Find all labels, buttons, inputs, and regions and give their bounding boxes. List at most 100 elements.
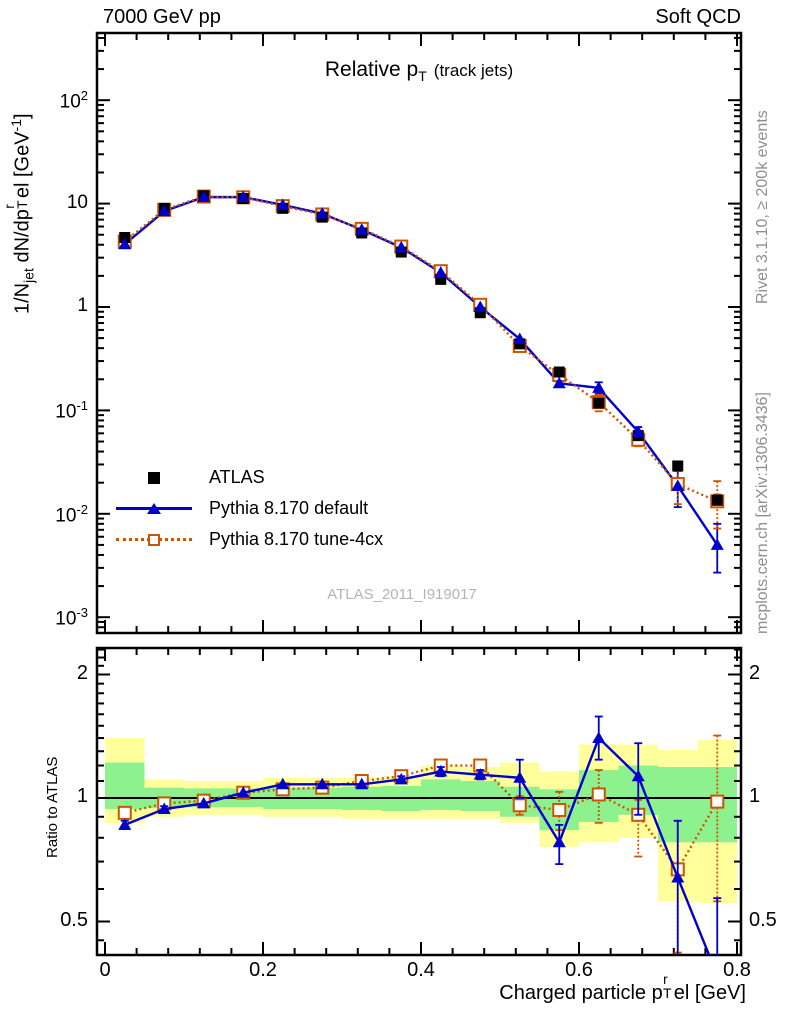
data-point-triangle [394,240,408,253]
data-point-triangle [236,786,250,798]
series-line [124,735,711,955]
ratio-y-tick-label-left: 0.5 [60,908,88,931]
legend-item-pythia-default: Pythia 8.170 default [112,493,383,524]
generator-version-note: Rivet 3.1.10, ≥ 200k events [754,110,771,304]
data-point-triangle [157,204,171,217]
data-point-triangle [473,768,487,780]
x-title-part: Charged particle p [499,982,663,1004]
y-title-sub: jet [20,268,37,283]
legend-item-pythia-tune4cx: Pythia 8.170 tune-4cx [112,524,383,555]
x-tick-label: 0.8 [723,959,751,981]
data-point-square [474,307,486,319]
main-y-tick-label: 10 [66,191,88,213]
beam-energy-label: 7000 GeV pp [103,6,221,28]
data-point-triangle [592,731,606,744]
data-point-triangle [236,190,250,203]
data-point-triangle [552,376,566,389]
plot-title-main: Relative p [324,58,419,81]
filled-triangle-marker-icon [147,502,161,514]
data-point-triangle [197,796,211,809]
x-tick-label: 0.6 [565,959,593,981]
data-point-triangle [513,332,527,345]
data-point-triangle [394,772,408,785]
data-point-open-square [512,798,527,813]
data-point-square [672,460,684,472]
main-y-tick-label: 10-3 [55,605,88,630]
data-point-triangle [118,818,132,830]
main-y-tick-label: 102 [59,88,88,113]
data-point-triangle [552,835,566,848]
plot-title: Relative pT (track jets) [97,58,741,84]
data-point-square [711,494,723,506]
data-point-triangle [315,777,329,790]
legend-label: ATLAS [209,467,265,487]
y-title-exp: -1 [8,118,24,132]
data-point-triangle [355,223,369,235]
green-band-bin [105,762,145,810]
legend-label: Pythia 8.170 tune-4cx [209,529,384,549]
series-line [123,195,718,503]
legend-sample [112,471,196,484]
data-point-triangle [355,777,369,790]
data-point-triangle [118,237,132,250]
main-y-tick-label: 1 [77,295,88,316]
data-point-triangle [513,771,527,783]
data-point-square [435,273,447,285]
ratio-y-tick-label-right: 2 [749,661,761,684]
x-tick-label: 0.4 [407,959,435,981]
green-band-bin [421,779,461,810]
axis-ticks [97,33,741,955]
main-y-tick-label: 10-1 [55,398,88,423]
legend-item-atlas: ATLAS [112,462,383,493]
data-point-square [553,366,565,378]
open-square-marker-icon [148,533,160,546]
data-point-open-square [552,802,567,817]
data-point-triangle [197,190,211,203]
y-title-part: el [GeV [11,131,34,199]
plot-frames [95,31,743,957]
ratio-panel-series [117,715,725,955]
main-y-tick-label: 10-2 [55,501,88,527]
plot-title-suffix: (track jets) [433,61,514,80]
legend-label: Pythia 8.170 default [209,498,369,518]
analysis-id-watermark: ATLAS_2011_I919017 [327,586,477,603]
y-title-part: dN/dp [11,209,34,269]
data-point-triangle [434,765,448,777]
data-point-triangle [710,538,724,550]
data-point-triangle [671,479,685,491]
ratio-y-tick-label-left: 1 [76,785,88,807]
x-title-sub: T [663,985,672,1001]
data-point-open-square [710,794,725,809]
data-point-triangle [315,207,329,219]
x-title-sup: r [663,972,668,988]
data-point-triangle [473,300,487,312]
data-point-square [119,232,131,244]
main-panel-series [117,189,725,574]
legend-sample [112,533,196,546]
data-point-triangle [434,266,448,278]
legend: ATLAS Pythia 8.170 default Pythia 8.170 … [112,462,383,555]
legend-sample [112,502,196,514]
data-point-triangle [631,425,645,437]
process-group-label: Soft QCD [655,6,741,28]
x-title-part: el [GeV] [673,982,746,1004]
data-point-triangle [276,777,290,790]
green-band-bin [460,781,500,811]
x-tick-label: 0.2 [249,959,277,981]
mcplots-reference-note: mcplots.cern.ch [arXiv:1306.3436] [754,392,771,634]
plot-title-sub: T [418,68,427,85]
data-point-square [593,397,605,409]
data-point-triangle [157,802,171,815]
data-point-triangle [631,769,645,782]
data-point-open-square [591,787,606,802]
data-point-triangle [592,381,606,393]
data-point-open-square [117,805,132,820]
data-point-triangle [671,871,685,883]
ratio-y-tick-label-left: 2 [76,661,88,684]
y-title-part: ] [11,113,34,119]
ratio-y-tick-label-right: 1 [749,785,761,807]
